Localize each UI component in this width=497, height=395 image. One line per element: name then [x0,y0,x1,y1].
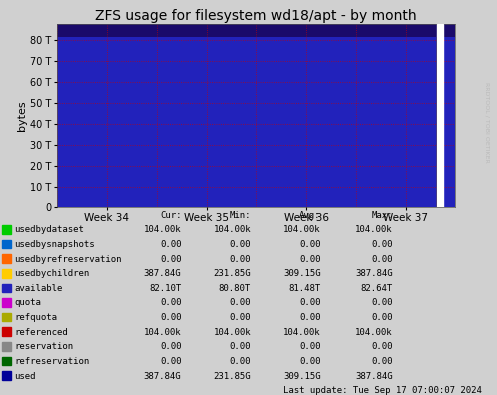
Text: 0.00: 0.00 [371,342,393,351]
Text: 80.80T: 80.80T [219,284,251,293]
Text: 0.00: 0.00 [160,313,181,322]
Text: 0.00: 0.00 [160,240,181,249]
Text: 0.00: 0.00 [230,342,251,351]
Title: ZFS usage for filesystem wd18/apt - by month: ZFS usage for filesystem wd18/apt - by m… [95,9,417,23]
Text: 0.00: 0.00 [160,342,181,351]
Text: 0.00: 0.00 [160,299,181,307]
Text: 82.64T: 82.64T [360,284,393,293]
Text: referenced: referenced [14,328,68,337]
Text: 104.00k: 104.00k [144,328,181,337]
Y-axis label: bytes: bytes [17,100,27,131]
Text: available: available [14,284,62,293]
Text: 231.85G: 231.85G [213,269,251,278]
Text: 0.00: 0.00 [160,255,181,263]
Text: 0.00: 0.00 [299,342,321,351]
Text: Last update: Tue Sep 17 07:00:07 2024: Last update: Tue Sep 17 07:00:07 2024 [283,386,482,395]
Text: 104.00k: 104.00k [144,226,181,234]
Text: 104.00k: 104.00k [355,226,393,234]
Text: Cur:: Cur: [160,211,181,220]
Text: reservation: reservation [14,342,73,351]
Text: 0.00: 0.00 [299,299,321,307]
Text: usedbyrefreservation: usedbyrefreservation [14,255,121,263]
Text: 0.00: 0.00 [230,255,251,263]
Text: 387.84G: 387.84G [355,269,393,278]
Text: 81.48T: 81.48T [288,284,321,293]
Text: 0.00: 0.00 [230,299,251,307]
Text: 0.00: 0.00 [371,313,393,322]
Text: usedbydataset: usedbydataset [14,226,84,234]
Text: 0.00: 0.00 [160,357,181,366]
Text: 104.00k: 104.00k [283,226,321,234]
Text: 0.00: 0.00 [371,357,393,366]
Text: usedbychildren: usedbychildren [14,269,89,278]
Text: quota: quota [14,299,41,307]
Text: 387.84G: 387.84G [144,269,181,278]
Text: 231.85G: 231.85G [213,372,251,380]
Text: 0.00: 0.00 [299,357,321,366]
Text: 309.15G: 309.15G [283,372,321,380]
Text: 104.00k: 104.00k [213,328,251,337]
Text: 104.00k: 104.00k [355,328,393,337]
Text: Min:: Min: [230,211,251,220]
Text: 82.10T: 82.10T [149,284,181,293]
Text: 104.00k: 104.00k [213,226,251,234]
Text: 0.00: 0.00 [299,255,321,263]
Text: 0.00: 0.00 [230,240,251,249]
Text: Avg:: Avg: [299,211,321,220]
Text: 0.00: 0.00 [230,357,251,366]
Text: 387.84G: 387.84G [355,372,393,380]
Text: 0.00: 0.00 [299,240,321,249]
Text: 387.84G: 387.84G [144,372,181,380]
Text: 0.00: 0.00 [230,313,251,322]
Text: RRDTOOL / TOBI OETIKER: RRDTOOL / TOBI OETIKER [485,82,490,163]
Text: refreservation: refreservation [14,357,89,366]
Bar [437,24,443,207]
Text: 309.15G: 309.15G [283,269,321,278]
Text: refquota: refquota [14,313,57,322]
Text: 0.00: 0.00 [371,240,393,249]
Text: 0.00: 0.00 [371,255,393,263]
Text: 0.00: 0.00 [299,313,321,322]
Text: usedbysnapshots: usedbysnapshots [14,240,94,249]
Text: used: used [14,372,35,380]
Text: 0.00: 0.00 [371,299,393,307]
Text: Max:: Max: [371,211,393,220]
Text: 104.00k: 104.00k [283,328,321,337]
